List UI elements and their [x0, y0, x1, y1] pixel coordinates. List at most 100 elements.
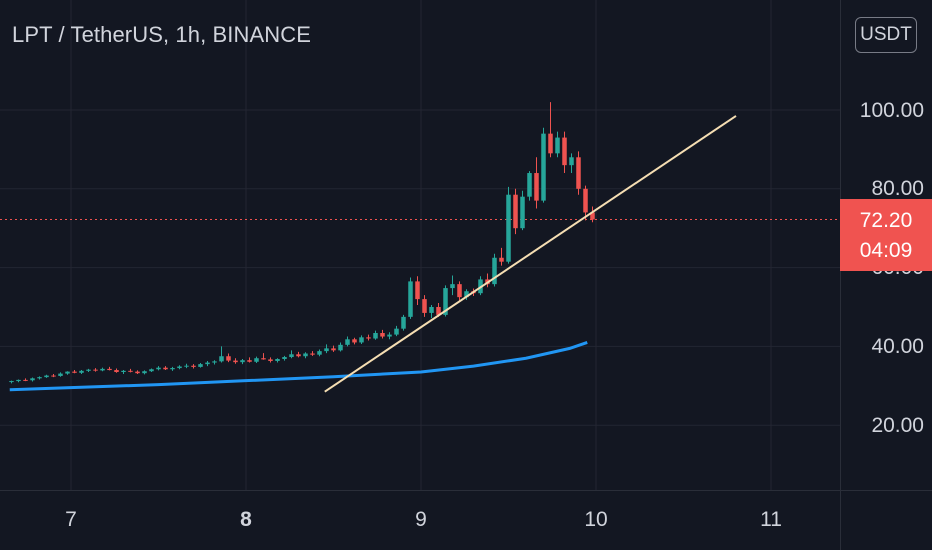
candle-body	[289, 354, 294, 358]
candle-body	[177, 366, 182, 369]
candle-body	[9, 381, 14, 383]
candle-body	[37, 377, 42, 379]
candle-body	[331, 348, 336, 351]
candle-body	[128, 370, 133, 372]
time-tick-label: 8	[240, 508, 252, 531]
candle-body	[429, 307, 434, 313]
candle-body	[443, 288, 448, 315]
candle-body	[219, 356, 224, 362]
candle-body	[261, 358, 266, 360]
candle-body	[121, 370, 126, 373]
candle-body	[51, 375, 56, 377]
price-tick-label: 80.00	[871, 177, 924, 200]
candle-body	[562, 137, 567, 166]
time-tick-label: 11	[760, 508, 782, 531]
candle-body	[520, 196, 525, 229]
candle-body	[156, 367, 161, 370]
scale-corner	[840, 490, 932, 550]
candle-body	[527, 173, 532, 197]
candle-body	[583, 188, 588, 213]
candle-body	[79, 370, 84, 373]
candle-body	[58, 373, 63, 376]
candle-body	[72, 371, 77, 373]
last-price-value: 72.20	[859, 209, 913, 232]
candle-body	[338, 344, 343, 351]
time-tick-label: 10	[584, 508, 608, 531]
candle-body	[499, 257, 504, 262]
candle-body	[247, 360, 252, 362]
candle-body	[184, 365, 189, 367]
candle-body	[415, 281, 420, 300]
candle-body	[513, 194, 518, 229]
candle-body	[254, 358, 259, 362]
candle-body	[387, 334, 392, 337]
bar-countdown: 04:09	[859, 239, 913, 262]
candle-body	[394, 328, 399, 335]
candle-body	[555, 137, 560, 154]
candle-body	[506, 194, 511, 262]
currency-button[interactable]: USDT	[855, 17, 917, 53]
time-scale[interactable]	[0, 490, 840, 550]
candle-body	[114, 370, 119, 373]
candle-body	[205, 362, 210, 365]
candle-body	[464, 291, 469, 298]
candle-body	[317, 351, 322, 355]
candle-body	[380, 333, 385, 337]
candle-body	[240, 360, 245, 363]
candle-body	[548, 133, 553, 154]
candle-body	[296, 354, 301, 357]
moving-average-line	[9, 341, 588, 392]
candle-body	[569, 157, 574, 166]
candle-body	[492, 257, 497, 285]
candle-body	[359, 337, 364, 343]
price-tick-label: 40.00	[871, 335, 924, 358]
time-tick-label: 7	[65, 508, 77, 531]
candle-body	[408, 281, 413, 317]
candle-body	[170, 368, 175, 370]
candle-body	[422, 299, 427, 313]
chart-plot-area[interactable]	[0, 0, 840, 490]
candle-body	[44, 375, 49, 378]
candle-body	[107, 368, 112, 371]
candle-body	[93, 369, 98, 371]
candle-body	[135, 371, 140, 374]
candle-body	[23, 379, 28, 381]
candle-body	[86, 369, 91, 371]
trendline	[324, 115, 737, 393]
candle-body	[149, 369, 154, 372]
candle-body	[576, 157, 581, 189]
candle-body	[345, 339, 350, 345]
candle-body	[282, 357, 287, 360]
candle-body	[590, 212, 595, 220]
candle-body	[436, 307, 441, 315]
candle-body	[226, 356, 231, 361]
candle-body	[163, 367, 168, 370]
candle-body	[275, 359, 280, 361]
candle-body	[366, 337, 371, 339]
candle-body	[268, 359, 273, 361]
candle-body	[450, 284, 455, 289]
candle-body	[324, 348, 329, 352]
candle-body	[16, 379, 21, 382]
candle-body	[100, 368, 105, 371]
candle-body	[142, 371, 147, 374]
candle-body	[65, 371, 70, 374]
price-tick-label: 100.00	[859, 99, 924, 122]
candle-body	[352, 339, 357, 343]
candle-body	[310, 353, 315, 355]
symbol-title: LPT / TetherUS, 1h, BINANCE	[12, 22, 312, 47]
candle-body	[541, 133, 546, 201]
candle-body	[303, 353, 308, 357]
time-tick-label: 9	[415, 508, 427, 531]
price-tick-label: 20.00	[871, 414, 924, 437]
candle-body	[212, 361, 217, 363]
candle-body	[373, 333, 378, 339]
last-price-badge: 72.20 04:09	[840, 199, 932, 271]
candle-body	[457, 284, 462, 298]
candle-body	[534, 173, 539, 201]
candle-body	[198, 364, 203, 367]
candle-body	[30, 378, 35, 381]
candlestick-chart[interactable]	[0, 0, 840, 490]
candle-body	[191, 365, 196, 367]
candle-body	[401, 316, 406, 329]
